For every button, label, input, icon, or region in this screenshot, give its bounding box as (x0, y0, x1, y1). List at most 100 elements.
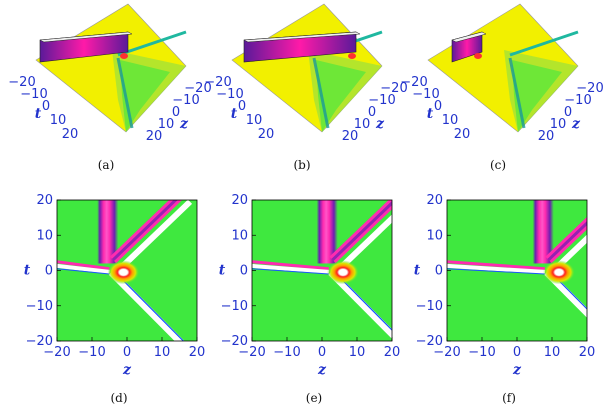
surface-valley-line-2 (508, 57, 526, 129)
density-upper-ridge-core (111, 200, 178, 262)
density-x-tick: −20 (238, 345, 265, 360)
density-panel-2: −20 −10 0 10 20 20 10 0 −10 −20 z t (f) (414, 193, 596, 405)
surface-ridge-top (451, 31, 487, 43)
density-y-label: t (219, 263, 226, 279)
density-left-edge (447, 268, 546, 275)
panel-caption: (c) (490, 158, 506, 172)
density-lower-trough (328, 269, 392, 339)
surface-z-tick: 20 (342, 129, 359, 144)
density-x-tick: 20 (384, 345, 401, 360)
surface-valley-line (117, 30, 187, 57)
density-field (252, 200, 392, 341)
density-y-tick: −10 (26, 299, 53, 314)
surface-z-tick: −20 (184, 81, 211, 96)
surface-peak (120, 53, 128, 59)
density-y-tick: −10 (221, 299, 248, 314)
surface-t-tick: −10 (216, 87, 243, 102)
density-x-tick: −20 (433, 345, 460, 360)
density-x-tick: 0 (318, 345, 326, 360)
surface-z-axis-label: z (179, 116, 189, 132)
surface-trough-green (120, 60, 170, 132)
density-lump (107, 260, 140, 285)
density-x-tick: −10 (273, 345, 300, 360)
surface-z-tick: −10 (564, 93, 591, 108)
surface-t-tick: 10 (246, 113, 263, 128)
surface-t-tick: −20 (204, 75, 231, 90)
density-x-label: z (317, 362, 327, 378)
density-left-ridge (57, 260, 110, 271)
surface-z-tick: −10 (368, 93, 395, 108)
surface-peak (474, 53, 482, 59)
surface-z-tick: 10 (550, 117, 567, 132)
surface-z-tick: 20 (146, 129, 163, 144)
density-y-label: t (24, 263, 31, 279)
surface-z-tick: 10 (158, 117, 175, 132)
surface-t-axis-label: t (35, 106, 42, 122)
density-vertical-ridge (532, 200, 554, 264)
density-left-trough (252, 263, 330, 274)
density-upper-trough (337, 214, 392, 271)
surface-z-tick: 20 (538, 129, 555, 144)
density-y-tick: 20 (426, 193, 443, 208)
density-left-edge (57, 268, 110, 275)
surface-t-tick: 10 (50, 113, 67, 128)
density-y-tick: 10 (36, 228, 53, 243)
density-x-label: z (122, 362, 132, 378)
surface-trough-green (316, 60, 366, 132)
surface-z-tick: 0 (368, 105, 376, 120)
surface-z-axis-label: z (375, 116, 385, 132)
density-x-tick: 20 (579, 345, 596, 360)
surface-t-tick: −10 (412, 87, 439, 102)
surface-peak (348, 53, 356, 59)
surface-t-tick: 20 (454, 127, 471, 142)
density-lump (543, 260, 575, 285)
surface-valley-line-2 (312, 57, 330, 129)
density-x-tick: −10 (468, 345, 495, 360)
density-left-trough (57, 263, 110, 274)
density-y-tick: 0 (240, 264, 248, 279)
density-y-tick: 20 (36, 193, 53, 208)
surface-t-axis-label: t (231, 106, 238, 122)
panel-caption: (a) (98, 158, 115, 172)
surface-t-tick: −20 (400, 75, 427, 90)
density-left-trough (447, 263, 546, 274)
density-upper-ridge-core (331, 200, 392, 262)
density-left-ridge (447, 260, 546, 271)
surface-z-axis-label: z (571, 116, 581, 132)
density-lower-trough (108, 269, 185, 341)
surface-ridge-top (243, 31, 361, 43)
density-x-label: z (512, 362, 522, 378)
surface-t-tick: 20 (62, 127, 79, 142)
surface-valley-line-2 (116, 57, 134, 129)
density-upper-ridge-core (547, 221, 587, 262)
surface-t-tick: 0 (434, 99, 442, 114)
density-y-tick: 0 (45, 264, 53, 279)
density-left-ridge (252, 260, 330, 271)
density-x-tick: 20 (189, 345, 206, 360)
surface-t-tick: −20 (8, 75, 35, 90)
density-y-tick: 10 (231, 228, 248, 243)
density-x-tick: 0 (513, 345, 521, 360)
density-vertical-ridge (97, 200, 119, 264)
panel-caption: (f) (502, 391, 516, 405)
density-y-tick: −20 (221, 334, 248, 349)
surface-z-tick: −20 (380, 81, 407, 96)
density-y-tick: −20 (26, 334, 53, 349)
surface-z-tick: 10 (354, 117, 371, 132)
surface-t-tick: 0 (238, 99, 246, 114)
density-y-tick: 0 (435, 264, 443, 279)
density-upper-trough (553, 234, 587, 271)
density-lower-edge (549, 270, 587, 310)
density-lump (327, 260, 359, 285)
panel-caption: (e) (306, 391, 322, 405)
density-field (57, 200, 197, 341)
density-upper-trough (117, 200, 193, 271)
density-lower-trough (544, 269, 587, 318)
density-panel-1: −20 −10 0 10 20 20 10 0 −10 −20 z t (e) (219, 193, 401, 405)
density-panel-0: −20 −10 0 10 20 20 10 0 −10 −20 z t (d) (24, 193, 206, 405)
density-x-tick: −10 (78, 345, 105, 360)
density-vertical-ridge (316, 200, 338, 264)
